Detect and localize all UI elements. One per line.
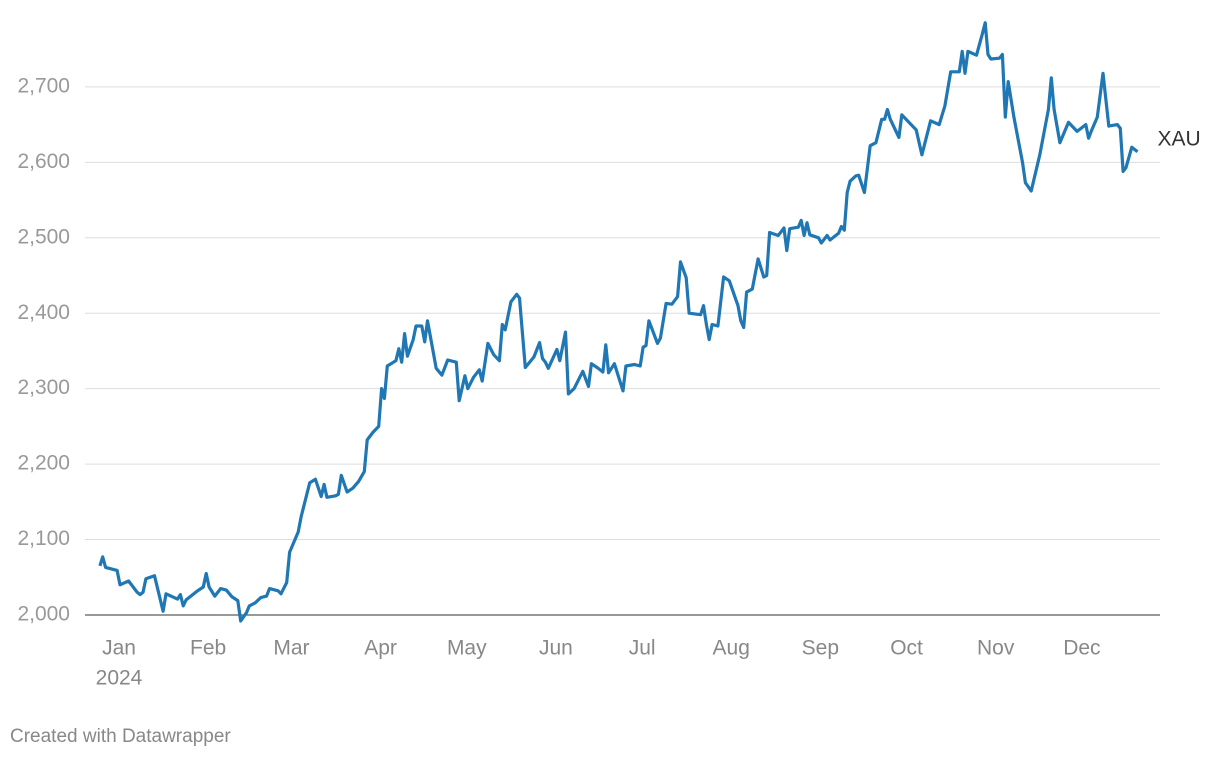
x-tick-label: Nov xyxy=(977,637,1015,660)
x-tick-label: Feb xyxy=(190,637,226,660)
y-tick-label: 2,500 xyxy=(17,225,70,248)
x-tick-label: Dec xyxy=(1063,637,1100,660)
y-tick-label: 2,600 xyxy=(17,150,70,173)
x-tick-label: Apr xyxy=(364,637,397,660)
x-year-label: 2024 xyxy=(96,667,143,690)
x-tick-label: Jan xyxy=(102,637,136,660)
x-tick-label: Aug xyxy=(713,637,750,660)
y-tick-label: 2,000 xyxy=(17,603,70,626)
series-label: XAU xyxy=(1158,127,1201,150)
x-tick-label: Mar xyxy=(273,637,309,660)
source-note: Created with Datawrapper xyxy=(10,726,231,747)
x-tick-label: Jul xyxy=(629,637,656,660)
y-tick-label: 2,700 xyxy=(17,74,70,97)
x-tick-label: Jun xyxy=(539,637,573,660)
x-tick-label: May xyxy=(447,637,487,660)
y-tick-label: 2,400 xyxy=(17,301,70,324)
y-tick-label: 2,200 xyxy=(17,452,70,475)
y-tick-label: 2,300 xyxy=(17,376,70,399)
y-tick-label: 2,100 xyxy=(17,527,70,550)
price-line xyxy=(98,21,1139,623)
x-tick-label: Oct xyxy=(890,637,923,660)
x-tick-label: Sep xyxy=(802,637,839,660)
